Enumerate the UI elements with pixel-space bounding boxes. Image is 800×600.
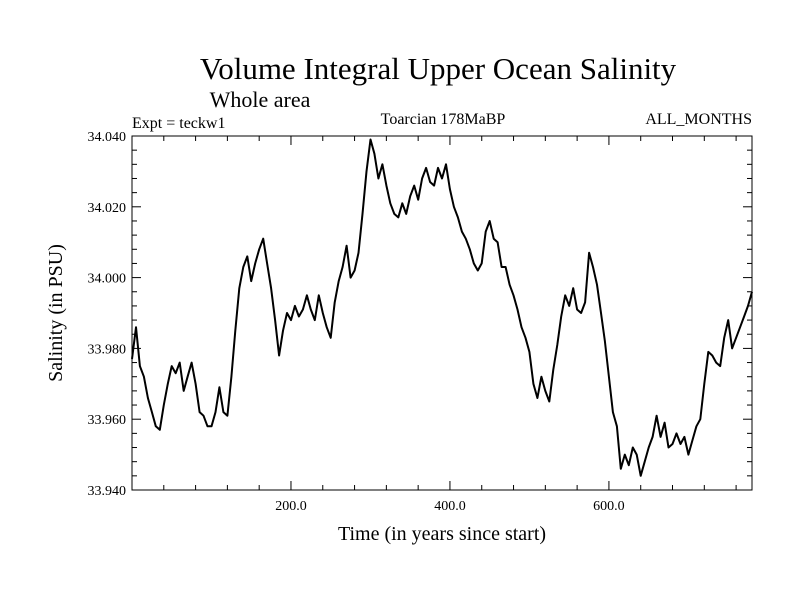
- period-label: Toarcian 178MaBP: [381, 111, 506, 128]
- plot-frame: [131, 135, 753, 491]
- y-tick-label: 33.980: [88, 342, 127, 357]
- x-tick-label: 600.0: [593, 499, 625, 514]
- y-tick-label: 34.040: [88, 130, 127, 145]
- experiment-label: Expt = teckw1: [132, 115, 225, 132]
- months-label: ALL_MONTHS: [645, 111, 752, 128]
- chart-title: Volume Integral Upper Ocean Salinity: [200, 51, 677, 86]
- y-tick-label: 33.960: [88, 413, 127, 428]
- x-axis-label: Time (in years since start): [338, 523, 546, 545]
- y-tick-label: 33.940: [88, 484, 127, 499]
- axis-tick-labels: 200.0 400.0 600.0 33.940 33.960 33.980 34.000 3…: [88, 130, 625, 514]
- y-axis-label: Salinity (in PSU): [45, 244, 67, 382]
- y-tick-label: 34.020: [88, 201, 127, 216]
- y-tick-label: 34.000: [88, 272, 127, 287]
- salinity-series-line: [131, 138, 753, 477]
- chart-subtitle: Whole area: [210, 87, 311, 112]
- x-tick-label: 400.0: [434, 499, 466, 514]
- axis-ticks: [132, 135, 752, 491]
- x-tick-label: 200.0: [275, 499, 307, 514]
